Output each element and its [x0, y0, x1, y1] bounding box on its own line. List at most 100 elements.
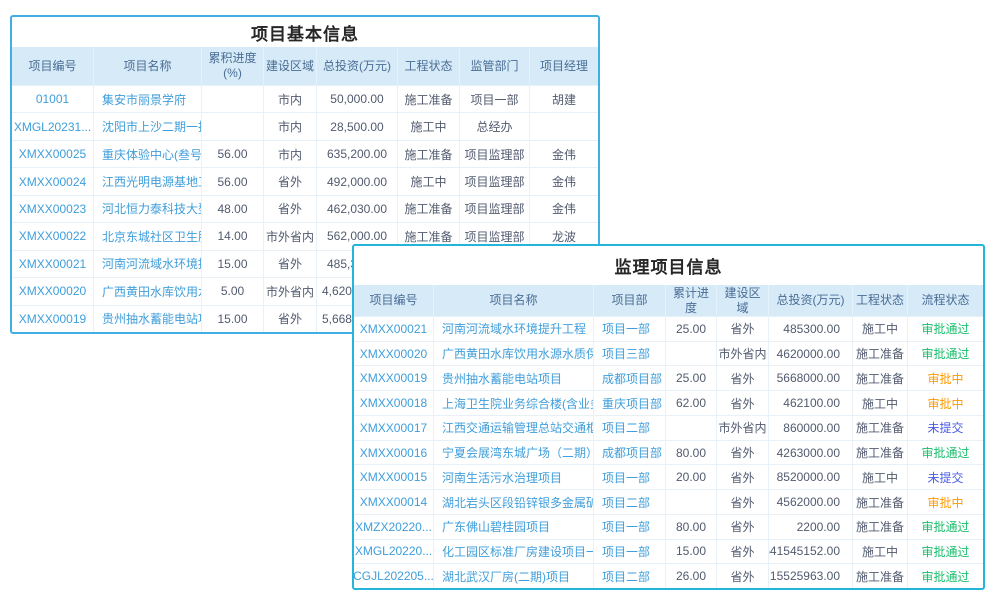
cell-dept[interactable]: 重庆项目部 — [594, 391, 666, 415]
table-row: CGJL202205... 湖北武汉厂房(二期)项目 项目二部 26.00 省外 1552… — [354, 563, 983, 589]
table-row: XMXX00025 重庆体验中心(叁号... 56.00 市内 635,200.00 施工… — [12, 139, 598, 168]
table-body: XMXX00021 河南河流域水环境提升工程 项目一部 25.00 省外 485300.0… — [354, 316, 983, 589]
cell-flow: 审批中 — [927, 371, 964, 386]
cell-investment: 28,500.00 — [317, 113, 398, 140]
cell-dept[interactable]: 项目一部 — [594, 317, 666, 341]
cell-id[interactable]: XMXX00021 — [12, 250, 94, 278]
cell-id[interactable]: XMXX00022 — [12, 223, 94, 250]
cell-id[interactable]: 01001 — [12, 86, 94, 113]
cell-name[interactable]: 广东佛山碧桂园项目 — [434, 514, 594, 539]
cell-flow: 未提交 — [927, 421, 964, 436]
cell-name[interactable]: 江西交通运输管理总站交通枢纽及... — [434, 415, 594, 440]
cell-name[interactable]: 河南河流域水环境提... — [94, 250, 202, 278]
cell-id[interactable]: XMGL20231... — [12, 113, 94, 140]
cell-region: 市内 — [264, 86, 317, 113]
cell-name[interactable]: 化工园区标准厂房建设项目一期项目 — [434, 539, 594, 564]
table-row: XMXX00023河北恒力泰科技大型...48.00省外462,030.00施工… — [12, 194, 598, 223]
cell-status: 施工准备 — [853, 415, 908, 440]
cell-name[interactable]: 贵州抽水蓄能电站项目 — [94, 305, 202, 332]
cell-progress — [666, 415, 717, 440]
cell-name[interactable]: 宁夏会展湾东城广场（二期）工程 — [434, 440, 594, 465]
table-row: XMXX00014湖北岩头区段铅锌银多金属矿开采...项目二部 省外4562000… — [354, 489, 983, 514]
cell-name[interactable]: 湖北武汉厂房(二期)项目 — [434, 564, 594, 589]
cell-progress: 15.00 — [666, 539, 717, 564]
cell-progress — [666, 490, 717, 514]
cell-name[interactable]: 重庆体验中心(叁号... — [94, 140, 202, 168]
column-header-department: 监管部门 — [460, 47, 530, 85]
table-row: XMGL20231...沈阳市上沙二期一批... 市内28,500.00施工中总经… — [12, 112, 598, 140]
cell-investment: 541545152.00 — [769, 539, 853, 564]
cell-dept[interactable]: 项目三部 — [594, 341, 666, 366]
cell-name[interactable]: 广西黄田水库饮用水源水质保护项目 — [434, 341, 594, 366]
cell-status: 施工准备 — [853, 366, 908, 391]
column-header-project-name: 项目名称 — [434, 285, 594, 316]
cell-name[interactable]: 江西光明电源基地工程 — [94, 168, 202, 195]
column-header-region: 建设区域 — [264, 47, 317, 85]
cell-manager: 龙波 — [551, 229, 576, 244]
cell-name[interactable]: 广西黄田水库饮用水... — [94, 278, 202, 305]
column-header-investment: 总投资(万元) — [317, 47, 398, 85]
cell-dept[interactable]: 项目一部 — [594, 539, 666, 564]
cell-region: 省外 — [717, 514, 769, 539]
cell-dept: 项目监理部 — [460, 140, 530, 168]
cell-name[interactable]: 河南生活污水治理项目 — [434, 465, 594, 490]
cell-dept[interactable]: 成都项目部 — [594, 366, 666, 391]
cell-id[interactable]: XMZX20220... — [354, 514, 434, 539]
table-row: XMXX00021 河南河流域水环境提升工程 项目一部 25.00 省外 485300.0… — [354, 316, 983, 341]
cell-name[interactable]: 北京东城社区卫生服... — [94, 223, 202, 250]
cell-id[interactable]: XMXX00019 — [12, 305, 94, 332]
cell-name[interactable]: 沈阳市上沙二期一批... — [94, 113, 202, 140]
table-row: XMXX00022北京东城社区卫生服...14.00市外省内562,000.00… — [12, 222, 598, 250]
cell-id[interactable]: CGJL202205... — [354, 564, 434, 589]
cell-region: 省外 — [717, 490, 769, 514]
cell-dept: 总经办 — [460, 113, 530, 140]
cell-dept[interactable]: 项目二部 — [594, 564, 666, 589]
cell-flow: 审批中 — [927, 396, 964, 411]
cell-id[interactable]: XMXX00018 — [354, 391, 434, 415]
column-header-progress: 累积进度(%) — [202, 47, 264, 85]
cell-id[interactable]: XMGL20220... — [354, 539, 434, 564]
cell-region: 省外 — [717, 465, 769, 490]
cell-name[interactable]: 上海卫生院业务综合楼(含业务用... — [434, 391, 594, 415]
cell-dept[interactable]: 成都项目部 — [594, 440, 666, 465]
cell-name[interactable]: 集安市丽景学府 — [94, 86, 202, 113]
column-header-status: 工程状态 — [398, 47, 460, 85]
cell-name[interactable]: 湖北岩头区段铅锌银多金属矿开采... — [434, 490, 594, 514]
cell-dept[interactable]: 项目二部 — [594, 415, 666, 440]
table-row: XMXX00017江西交通运输管理总站交通枢纽及...项目二部 市外省内86000… — [354, 414, 983, 440]
cell-id[interactable]: XMXX00019 — [354, 366, 434, 391]
cell-dept[interactable]: 项目二部 — [594, 490, 666, 514]
cell-name[interactable]: 河南河流域水环境提升工程 — [434, 317, 594, 341]
cell-status: 施工准备 — [853, 514, 908, 539]
table-row: XMXX00024江西光明电源基地工程56.00省外492,000.00施工中项… — [12, 167, 598, 195]
cell-id[interactable]: XMXX00016 — [354, 440, 434, 465]
panel-title: 项目基本信息 — [251, 24, 359, 44]
column-header-flow-status: 流程状态 — [921, 293, 970, 307]
cell-id[interactable]: XMXX00020 — [354, 341, 434, 366]
cell-name[interactable]: 河北恒力泰科技大型... — [94, 195, 202, 223]
cell-status: 施工中 — [853, 465, 908, 490]
table-row: XMZX20220... 广东佛山碧桂园项目 项目一部 80.00 省外 2200.00 施… — [354, 513, 983, 539]
cell-id[interactable]: XMXX00015 — [354, 465, 434, 490]
cell-id[interactable]: XMXX00017 — [354, 415, 434, 440]
cell-investment: 485300.00 — [769, 317, 853, 341]
cell-flow: 审批通过 — [921, 569, 970, 584]
cell-region: 市内 — [264, 113, 317, 140]
cell-id[interactable]: XMXX00021 — [354, 317, 434, 341]
cell-status: 施工准备 — [853, 440, 908, 465]
cell-flow: 审批通过 — [921, 520, 970, 535]
column-header-project-name: 项目名称 — [94, 47, 202, 85]
cell-dept[interactable]: 项目一部 — [594, 514, 666, 539]
cell-id[interactable]: XMXX00014 — [354, 490, 434, 514]
cell-flow: 审批通过 — [921, 322, 970, 337]
cell-id[interactable]: XMXX00024 — [12, 168, 94, 195]
cell-id[interactable]: XMXX00020 — [12, 278, 94, 305]
cell-dept[interactable]: 项目一部 — [594, 465, 666, 490]
supervision-project-info-panel: 监理项目信息 项目编号 项目名称 项目部 累计进度 建设区域 总投资(万元) 工… — [352, 244, 985, 590]
cell-name[interactable]: 贵州抽水蓄能电站项目 — [434, 366, 594, 391]
panel-title: 监理项目信息 — [614, 258, 723, 277]
cell-investment: 635,200.00 — [317, 140, 398, 168]
cell-id[interactable]: XMXX00025 — [12, 140, 94, 168]
cell-flow: 审批通过 — [921, 544, 970, 559]
cell-id[interactable]: XMXX00023 — [12, 195, 94, 223]
